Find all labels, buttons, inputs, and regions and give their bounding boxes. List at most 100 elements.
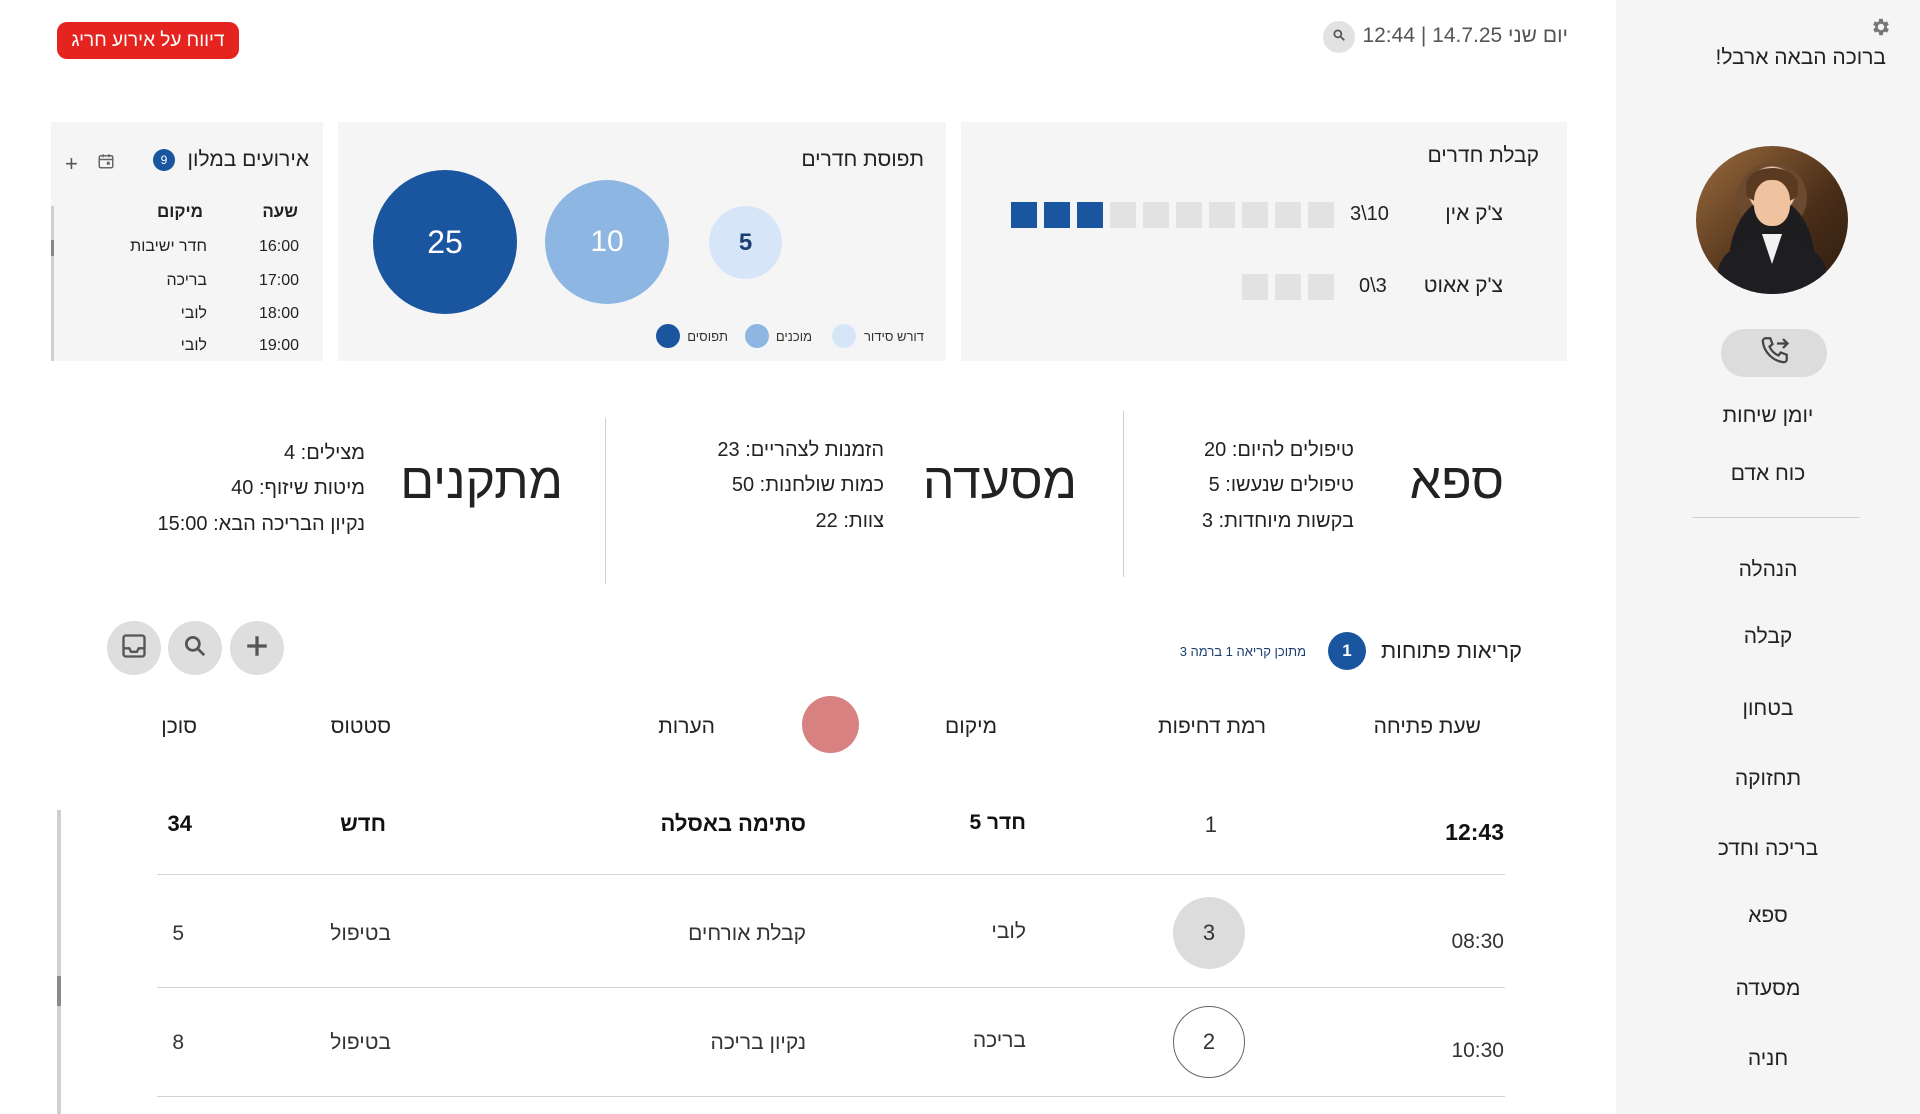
- progress-square: [1242, 274, 1268, 300]
- call-location: לובי: [991, 920, 1026, 943]
- legend-ready-dot: [745, 324, 769, 348]
- progress-square: [1275, 202, 1301, 228]
- needs-prep-value: 5: [738, 228, 753, 256]
- restaurant-stat: כמות שולחנות: 50: [731, 474, 884, 496]
- progress-square: [1011, 202, 1037, 228]
- calls-scrollbar[interactable]: [57, 810, 61, 1114]
- search-calls-button[interactable]: [168, 621, 222, 675]
- occupied-bubble: 25: [373, 170, 517, 314]
- spa-title: ספא: [1409, 453, 1504, 509]
- event-time: 16:00: [258, 238, 299, 255]
- report-incident-button[interactable]: דיווח על אירוע חריג: [57, 22, 239, 59]
- call-time: 08:30: [1451, 930, 1504, 953]
- call-urgency: 1: [1204, 812, 1217, 837]
- progress-square: [1044, 202, 1070, 228]
- sidebar-link-staff[interactable]: כוח אדם: [1730, 462, 1806, 485]
- call-agent: 8: [172, 1031, 184, 1054]
- progress-square: [1308, 274, 1334, 300]
- events-scrollbar[interactable]: [51, 206, 54, 361]
- inbox-button[interactable]: [107, 621, 161, 675]
- add-event-icon[interactable]: +: [65, 151, 78, 176]
- calls-title: קריאות פתוחות: [1380, 638, 1522, 663]
- call-notes: קבלת אורחים: [688, 922, 806, 945]
- col-urgency[interactable]: רמת דחיפות: [1157, 715, 1266, 738]
- call-urgency: 2: [1202, 1029, 1216, 1054]
- event-time: 17:00: [258, 272, 299, 289]
- checkout-value: 0\3: [1359, 275, 1387, 297]
- sidebar-divider: [1692, 517, 1860, 518]
- events-scroll-thumb[interactable]: [51, 240, 54, 256]
- avatar: [1696, 146, 1848, 294]
- call-urgency-badge: 3: [1173, 897, 1245, 969]
- inbox-icon: [120, 632, 148, 665]
- row-divider: [157, 987, 1505, 988]
- calls-count-badge: 1: [1328, 632, 1366, 670]
- restaurant-title: מסעדה: [922, 453, 1077, 509]
- summary-divider: [605, 418, 606, 584]
- event-place: בריכה: [166, 272, 208, 289]
- top-search-button[interactable]: [1323, 21, 1355, 53]
- welcome-text: ברוכה הבאה ארבל!: [1715, 46, 1886, 69]
- search-icon: [182, 633, 208, 664]
- calls-scroll-thumb[interactable]: [57, 976, 61, 1006]
- progress-square: [1176, 202, 1202, 228]
- legend-ready-label: מוכנים: [775, 329, 812, 344]
- col-notes[interactable]: הערות: [658, 715, 715, 738]
- calendar-icon[interactable]: [97, 152, 115, 175]
- date-time: יום שני 14.7.25 | 12:44: [1362, 24, 1568, 47]
- summary-divider: [1123, 411, 1124, 577]
- sidebar-item-reception[interactable]: קבלה: [1743, 625, 1793, 648]
- progress-square: [1209, 202, 1235, 228]
- sidebar: ברוכה הבאה ארבל! יומן שיחות כוח אדם הנהל…: [1616, 0, 1920, 1114]
- call-notes: סתימה באסלה: [660, 811, 806, 836]
- col-status[interactable]: סטטוס: [330, 715, 391, 738]
- event-place: לובי: [180, 305, 207, 322]
- legend-occupied-dot: [656, 324, 680, 348]
- progress-square: [1275, 274, 1301, 300]
- event-place: לובי: [180, 337, 207, 354]
- sidebar-item-maintenance[interactable]: תחזוקה: [1734, 767, 1802, 790]
- col-agent[interactable]: סוכן: [161, 715, 197, 738]
- call-agent: 34: [167, 811, 192, 836]
- sidebar-item-pool-gym[interactable]: בריכה וחדכ: [1717, 837, 1819, 860]
- checkin-label: צ'ק אין: [1445, 202, 1503, 225]
- filter-indicator-dot[interactable]: [802, 696, 859, 753]
- add-call-button[interactable]: [230, 621, 284, 675]
- facilities-stat: מיטות שיזוף: 40: [231, 477, 365, 499]
- checkout-label: צ'ק אאוט: [1423, 274, 1503, 297]
- progress-square: [1308, 202, 1334, 228]
- sidebar-item-management[interactable]: הנהלה: [1738, 558, 1798, 581]
- legend-needs-prep-label: דורש סידור: [863, 329, 924, 344]
- events-col-time: שעה: [262, 202, 298, 221]
- sidebar-link-call-log[interactable]: יומן שיחות: [1722, 404, 1814, 427]
- call-status: בטיפול: [330, 922, 391, 945]
- row-divider: [157, 1096, 1505, 1097]
- progress-square: [1110, 202, 1136, 228]
- events-col-place: מיקום: [157, 202, 203, 221]
- progress-square: [1077, 202, 1103, 228]
- plus-icon: [244, 633, 270, 664]
- search-icon: [1332, 28, 1346, 47]
- phone-forward-icon: [1756, 333, 1792, 374]
- event-time: 19:00: [258, 337, 299, 354]
- col-open-time[interactable]: שעת פתיחה: [1373, 715, 1481, 738]
- sidebar-item-parking[interactable]: חניה: [1747, 1047, 1789, 1070]
- legend-occupied-label: תפוסים: [687, 329, 728, 344]
- sidebar-item-spa[interactable]: ספא: [1748, 904, 1788, 927]
- restaurant-stat: צוות: 22: [815, 510, 884, 532]
- reception-title: קבלת חדרים: [1427, 144, 1539, 167]
- call-forward-button[interactable]: [1721, 329, 1827, 377]
- sidebar-item-restaurant[interactable]: מסעדה: [1735, 977, 1801, 1000]
- legend-needs-prep-dot: [832, 324, 856, 348]
- call-urgency: 3: [1202, 920, 1216, 945]
- sidebar-item-security[interactable]: בטחון: [1742, 697, 1794, 720]
- reception-panel: קבלת חדרים צ'ק אין 3\10 צ'ק אאוט 0\3: [961, 122, 1567, 361]
- call-time: 10:30: [1451, 1039, 1504, 1062]
- gear-icon[interactable]: [1870, 16, 1892, 38]
- spa-stat: טיפולים להיום: 20: [1204, 439, 1354, 461]
- checkin-value: 3\10: [1350, 203, 1389, 225]
- col-location[interactable]: מיקום: [945, 715, 997, 738]
- events-count-badge: 9: [153, 149, 175, 171]
- call-location: בריכה: [972, 1029, 1026, 1052]
- events-panel: אירועים במלון 9 + שעה מיקום 16:00 חדר יש…: [51, 122, 323, 361]
